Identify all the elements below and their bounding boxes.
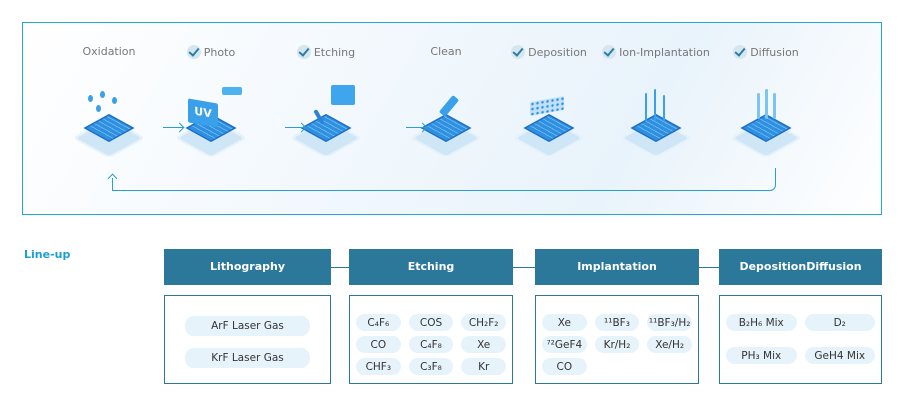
category-header-etching: Etching bbox=[349, 249, 513, 285]
check-icon bbox=[186, 45, 201, 59]
diffusion-wafer-icon bbox=[731, 89, 801, 163]
uv-label: UV bbox=[188, 98, 218, 128]
gas-item[interactable]: B₂H₆ Mix bbox=[726, 314, 797, 331]
step-label: Etching bbox=[266, 45, 386, 59]
flow-arrow-icon bbox=[406, 127, 426, 128]
gas-item[interactable]: D₂ bbox=[804, 314, 875, 331]
deposition-wafer-icon bbox=[514, 93, 584, 163]
category-header-implantation: Implantation bbox=[535, 249, 699, 285]
step-label: Diffusion bbox=[706, 45, 826, 59]
header-line: Deposition bbox=[739, 260, 807, 273]
gas-item[interactable]: CO bbox=[542, 358, 587, 375]
gas-item[interactable]: Kr bbox=[461, 358, 506, 375]
step-label: Deposition bbox=[489, 45, 609, 59]
gas-item[interactable]: ⁷²GeF4 bbox=[542, 336, 587, 353]
step-name: Ion-Implantation bbox=[619, 45, 710, 59]
etching-wafer-icon bbox=[291, 85, 361, 163]
flow-arrow-icon bbox=[285, 127, 305, 128]
step-label: Oxidation bbox=[49, 45, 169, 58]
gas-list-box: B₂H₆ Mix D₂ PH₃ Mix GeH4 Mix bbox=[719, 295, 882, 384]
gas-list-box: ArF Laser Gas KrF Laser Gas bbox=[164, 295, 331, 384]
step-name: Oxidation bbox=[82, 45, 136, 58]
gas-item[interactable]: Kr/H₂ bbox=[594, 336, 640, 353]
check-icon bbox=[296, 45, 311, 59]
header-title: Etching bbox=[407, 260, 455, 273]
gas-item[interactable]: CHF₃ bbox=[356, 358, 401, 375]
check-icon bbox=[733, 45, 748, 59]
check-icon bbox=[511, 45, 526, 59]
ion-implantation-wafer-icon bbox=[621, 89, 691, 163]
flow-arrow-icon bbox=[163, 127, 183, 128]
step-label: Ion-Implantation bbox=[596, 45, 716, 59]
gas-item[interactable]: C₃F₈ bbox=[408, 358, 454, 375]
step-label: Photo bbox=[151, 45, 271, 59]
gas-item[interactable]: CH₂F₂ bbox=[461, 314, 506, 331]
step-name: Photo bbox=[203, 45, 236, 59]
gas-item[interactable]: CO bbox=[356, 336, 401, 353]
uv-photo-wafer-icon: UV bbox=[176, 87, 246, 163]
gas-item[interactable]: ¹¹BF₃/H₂ bbox=[647, 314, 692, 331]
gas-item[interactable]: ArF Laser Gas bbox=[185, 316, 310, 336]
gas-list-box: Xe ¹¹BF₃ ¹¹BF₃/H₂ ⁷²GeF4 Kr/H₂ Xe/H₂ CO bbox=[535, 295, 699, 384]
gas-item[interactable]: KrF Laser Gas bbox=[185, 348, 310, 368]
lineup-title: Line-up bbox=[24, 248, 71, 261]
process-flow-panel: Oxidation Photo UV Etching Clean Deposition Io… bbox=[22, 22, 882, 215]
check-icon bbox=[602, 45, 617, 59]
gas-item[interactable]: GeH4 Mix bbox=[804, 347, 875, 364]
step-name: Etching bbox=[313, 45, 356, 59]
category-header-lithography: Lithography bbox=[164, 249, 331, 285]
header-title: Lithography bbox=[209, 260, 286, 273]
gas-item[interactable]: C₄F₈ bbox=[408, 336, 454, 353]
gas-item[interactable]: Xe bbox=[542, 314, 587, 331]
gas-item[interactable]: ¹¹BF₃ bbox=[594, 314, 640, 331]
gas-item[interactable]: PH₃ Mix bbox=[726, 347, 797, 364]
connector-line bbox=[513, 267, 535, 268]
step-name: Clean bbox=[430, 45, 462, 58]
gas-item[interactable]: Xe/H₂ bbox=[647, 336, 692, 353]
header-line: Diffusion bbox=[806, 260, 862, 273]
header-title: Implantation bbox=[577, 260, 657, 273]
step-name: Diffusion bbox=[750, 45, 799, 59]
gas-item[interactable]: COS bbox=[408, 314, 454, 331]
oxidation-wafer-icon bbox=[74, 91, 144, 163]
connector-line bbox=[331, 267, 349, 268]
step-name: Deposition bbox=[528, 45, 587, 59]
step-label: Clean bbox=[386, 45, 506, 58]
gas-item[interactable]: Xe bbox=[461, 336, 506, 353]
connector-line bbox=[699, 267, 719, 268]
return-arrow-icon bbox=[112, 168, 776, 191]
category-header-deposition: Deposition Diffusion bbox=[719, 249, 882, 285]
gas-list-box: C₄F₆ COS CH₂F₂ CO C₄F₈ Xe CHF₃ C₃F₈ Kr bbox=[349, 295, 513, 384]
gas-item[interactable]: C₄F₆ bbox=[356, 314, 401, 331]
